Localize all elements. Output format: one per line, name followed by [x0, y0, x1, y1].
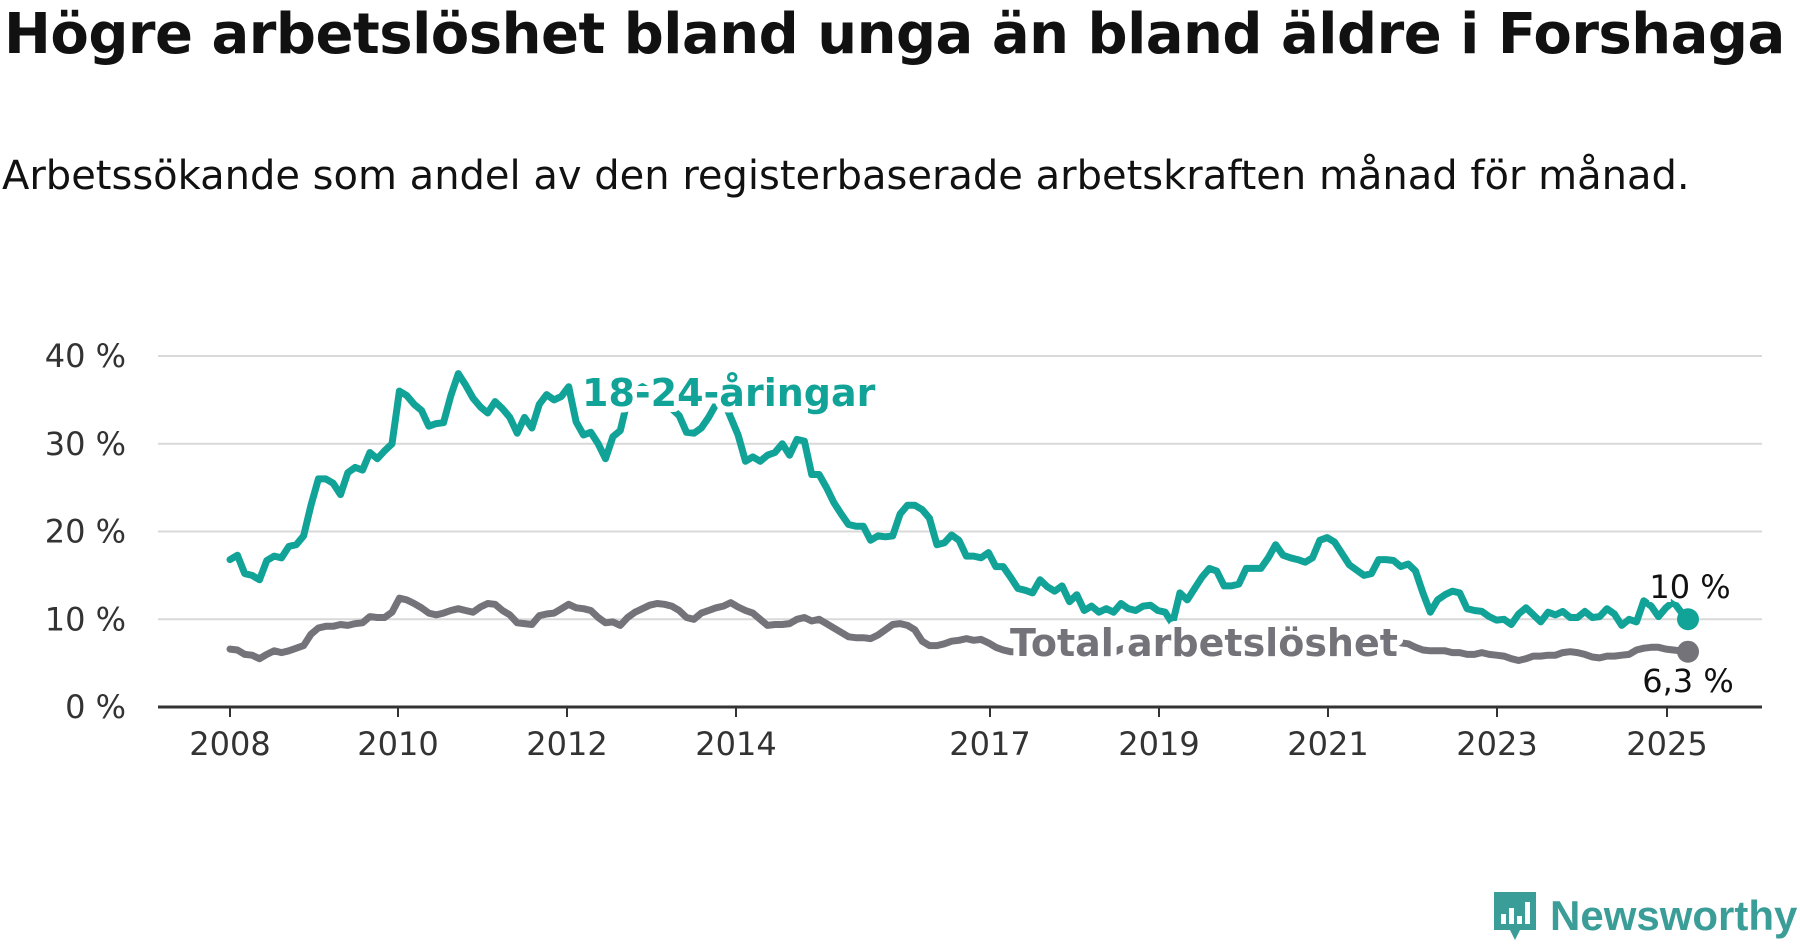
x-tick-label: 2021 — [1287, 725, 1368, 763]
newsworthy-logo: Newsworthy — [1490, 888, 1797, 944]
series-labels: 18-24-åringar Total arbetslöshet 10 % 6,3 % — [576, 365, 1738, 704]
x-tick-label: 2012 — [526, 725, 607, 763]
y-tick-label: 10 % — [45, 600, 126, 638]
x-tick-label: 2014 — [695, 725, 776, 763]
x-tick-label: 2010 — [357, 725, 438, 763]
series-label-total: Total arbetslöshet — [1010, 621, 1398, 665]
series-line-1 — [226, 594, 1692, 664]
y-tick-label: 40 % — [45, 337, 126, 375]
chart-title: Högre arbetslöshet bland unga än bland ä… — [4, 2, 1785, 67]
series-end-dot-1 — [1677, 640, 1699, 663]
series-lines — [226, 370, 1699, 664]
end-value-youth: 10 % — [1649, 568, 1730, 606]
x-tick-label: 2008 — [189, 725, 270, 763]
end-value-total: 6,3 % — [1642, 662, 1733, 700]
y-tick-label: 0 % — [65, 688, 126, 726]
x-tick-label: 2017 — [949, 725, 1030, 763]
y-tick-label: 30 % — [45, 425, 126, 463]
y-axis: 0 % 10 % 20 % 30 % 40 % — [45, 337, 126, 726]
series-end-dot-0 — [1677, 608, 1699, 631]
newsworthy-icon — [1494, 892, 1536, 940]
series-line-0 — [226, 370, 1692, 629]
x-tick-label: 2019 — [1118, 725, 1199, 763]
y-tick-label: 20 % — [45, 513, 126, 551]
x-tick-label: 2023 — [1456, 725, 1537, 763]
x-tick-label: 2025 — [1626, 725, 1707, 763]
x-axis: 2008 2010 2012 2014 2017 2019 2021 2023 2025 — [158, 705, 1762, 763]
newsworthy-wordmark: Newsworthy — [1550, 892, 1798, 939]
chart-subtitle: Arbetssökande som andel av den registerb… — [2, 153, 1690, 199]
series-label-youth: 18-24-åringar — [582, 371, 876, 415]
